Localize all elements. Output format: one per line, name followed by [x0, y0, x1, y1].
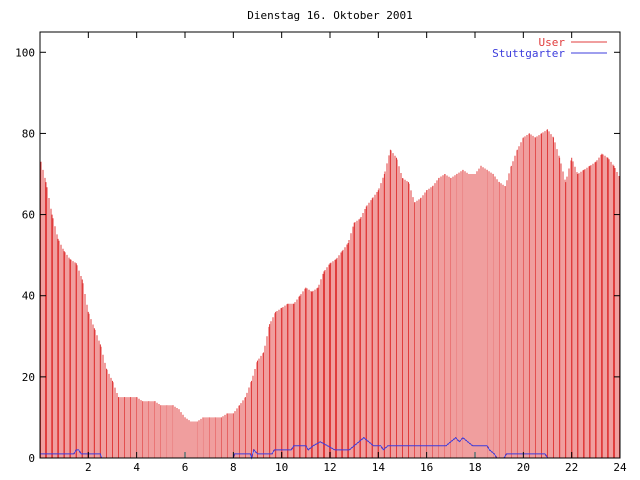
x-tick-label: 20 — [517, 461, 530, 474]
y-tick-label: 20 — [22, 371, 35, 384]
x-tick-label: 14 — [372, 461, 386, 474]
x-tick-label: 2 — [85, 461, 92, 474]
y-axis: 0 20 40 60 80 100 — [15, 46, 620, 465]
x-tick-label: 22 — [565, 461, 578, 474]
x-tick-label: 6 — [182, 461, 189, 474]
y-tick-label: 60 — [22, 209, 35, 222]
legend: User Stuttgarter — [492, 36, 607, 60]
x-tick-label: 16 — [420, 461, 433, 474]
y-tick-label: 100 — [15, 46, 35, 59]
legend-label-stuttgarter: Stuttgarter — [492, 47, 565, 60]
x-tick-label: 8 — [230, 461, 237, 474]
x-tick-label: 10 — [275, 461, 288, 474]
x-tick-label: 18 — [468, 461, 481, 474]
x-tick-label: 24 — [613, 461, 627, 474]
user-impulse-series — [39, 129, 621, 458]
x-axis: 2 4 6 8 10 12 14 16 18 20 22 24 — [85, 32, 627, 474]
chart-title: Dienstag 16. Oktober 2001 — [247, 9, 413, 22]
y-tick-label: 80 — [22, 127, 35, 140]
x-tick-label: 12 — [323, 461, 336, 474]
y-tick-label: 40 — [22, 290, 35, 303]
y-tick-label: 0 — [28, 452, 35, 465]
legend-label-user: User — [539, 36, 566, 49]
x-tick-label: 4 — [133, 461, 140, 474]
